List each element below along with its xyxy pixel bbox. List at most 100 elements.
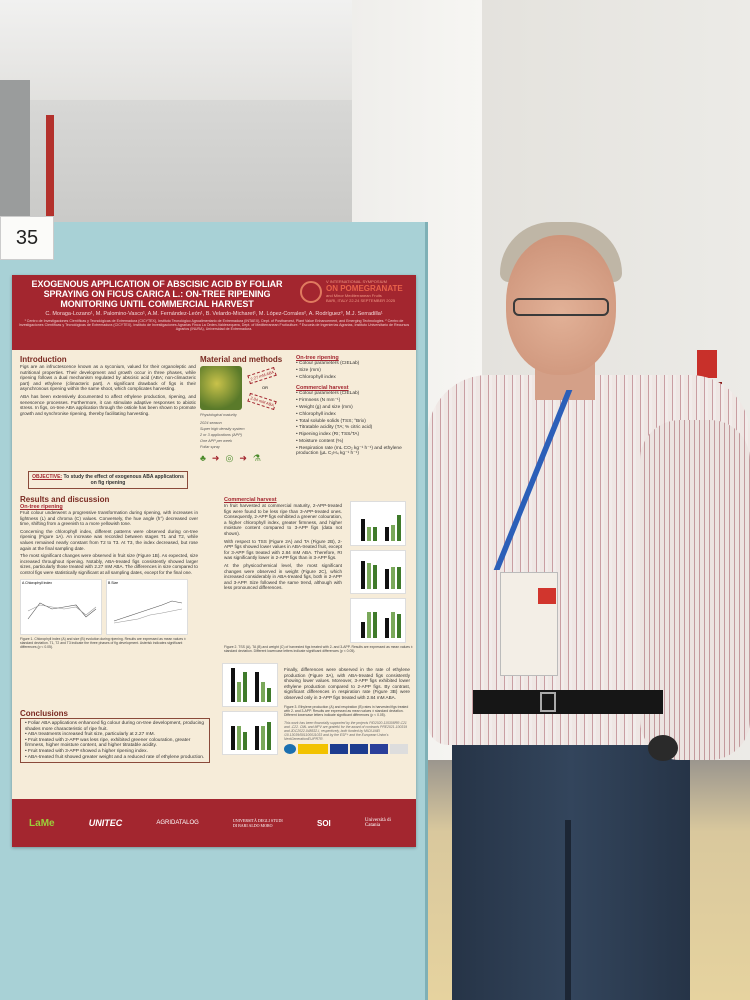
line-chart <box>27 602 97 619</box>
measure-item: Firmness (N mm⁻¹) <box>296 398 412 405</box>
method-detail: Foliar spray <box>200 445 220 449</box>
objective-box: OBJECTIVE: To study the effect of exogen… <box>28 471 188 489</box>
figure-2a-chart <box>350 501 406 546</box>
arrow-icon: ➜ <box>211 453 220 463</box>
poster-header-top-row: EXOGENOUS APPLICATION OF ABSCISIC ACID B… <box>16 279 412 309</box>
measure-item: Moisture content (%) <box>296 439 412 446</box>
watch-icon <box>648 735 678 761</box>
spray-icon: ◎ <box>225 453 234 463</box>
poster-number-tag: 35 <box>0 216 54 260</box>
conclusions-heading: Conclusions <box>20 709 69 718</box>
pomegranate-badge-icon <box>538 588 556 604</box>
results-paragraph: With respect to TSS (Figure 2A) and TA (… <box>224 538 342 561</box>
photo-caption: Physiological maturity <box>200 413 237 417</box>
objective-text: To study the effect of exogenous ABA app… <box>63 474 184 486</box>
results-heading: Results and discussion <box>20 495 110 504</box>
results-paragraph: In fruit harvested at commercial maturit… <box>224 503 342 536</box>
conclusion-item: Fruit treated with 3-APP showed a higher… <box>25 749 205 755</box>
agency-logo-icon <box>390 743 408 754</box>
belt-buckle <box>540 692 556 712</box>
dose-label: 2.84 mM ABA <box>247 392 278 411</box>
figure-3a-chart <box>222 663 278 707</box>
scientific-poster: EXOGENOUS APPLICATION OF ABSCISIC ACID B… <box>12 275 416 847</box>
figure-2c-chart <box>350 598 406 644</box>
figure-2b-chart <box>350 549 406 595</box>
results-paragraph: Fruit colour underwent a progressive tra… <box>20 510 198 527</box>
introduction-section: Introduction Figs are an infructescence … <box>20 355 196 416</box>
figure-1b-chart: B Size <box>106 578 188 635</box>
conf-line2: ON POMEGRANATE <box>326 284 403 293</box>
fig-photo <box>200 366 242 410</box>
conclusion-item: Foliar ABA applications enhanced fig col… <box>25 721 205 732</box>
methods-section: Material and methods 2.27 mM ABA OR 2.84… <box>200 355 295 464</box>
method-detail: Super high density system <box>200 427 245 431</box>
face <box>506 235 616 375</box>
unict-logo: Università di Catania <box>364 818 391 828</box>
logo-icon <box>284 743 296 754</box>
results-paragraph: The most significant changes were observ… <box>20 553 198 575</box>
poster-affiliations: ¹ Centro de Investigaciones Científicas … <box>18 318 410 332</box>
leg-gap <box>565 820 571 1000</box>
process-icons: ♣ ➜ ◎ ➜ ⚗ <box>200 453 295 464</box>
results-paragraph: At the physicochemical level, the most s… <box>224 562 342 591</box>
agridatalog-logo: AGRIDATALOG <box>156 820 199 826</box>
chart-label: A Chlorophyll index <box>22 580 52 585</box>
back-wall <box>0 100 360 230</box>
unitec-logo: UNITEC <box>88 818 123 828</box>
measure-item: Chlorophyll index <box>296 412 412 419</box>
soi-logo: SOI <box>317 818 331 828</box>
glasses-icon <box>513 298 609 316</box>
objective-label: OBJECTIVE: <box>32 474 63 480</box>
conclusion-item: ABA-treated fruit showed greater weight … <box>25 755 205 761</box>
conf-line4: BARI, ITALY 22-24 SEPTEMBER 2025 <box>326 298 396 303</box>
methods-heading: Material and methods <box>200 355 283 364</box>
figure-caption: Figure 1. Chlorophyll index (A) and size… <box>20 636 186 649</box>
funding-statement: This work has been financially supported… <box>284 720 408 741</box>
chart-label: B Size <box>108 580 119 585</box>
results-on-tree-heading: On-tree ripening <box>20 504 63 510</box>
measure-item: Colour parameters (CIELab) <box>296 391 412 398</box>
conclusion-item: Fruit treated with 2-APP was less ripe, … <box>25 738 205 749</box>
method-detail: One APP per week <box>200 439 233 443</box>
conference-info: V INTERNATIONAL SYMPOSIUM ON POMEGRANATE… <box>326 279 418 303</box>
results-paragraph: Finally, differences were observed in th… <box>284 667 410 700</box>
method-detail: 2 or 3 applications (APP) <box>200 433 242 437</box>
eu-flag-icon <box>330 743 348 754</box>
figure-caption: Figure 3. Ethylene production (A) and re… <box>284 704 409 717</box>
uniba-logo: UNIVERSITÀ DEGLI STUDI DI BARI ALDO MORO <box>232 818 283 828</box>
ethylene-results: Finally, differences were observed in th… <box>284 667 410 754</box>
poster-title: EXOGENOUS APPLICATION OF ABSCISIC ACID B… <box>31 279 283 309</box>
measure-item: Ripening index (RI; TSS/TA) <box>296 432 412 439</box>
conclusion-item: ABA treatments increased fruit size, par… <box>25 732 205 738</box>
spain-government-logo-icon <box>298 743 328 754</box>
poster-authors: C. Moraga-Lozano¹, M. Palomino-Vasco¹, A… <box>45 311 383 317</box>
conclusions-section: Conclusions Foliar ABA applications enha… <box>20 709 210 764</box>
results-commercial-heading: Commercial harvest <box>224 497 277 503</box>
eu-flag-icon <box>350 743 368 754</box>
pillar <box>0 80 30 230</box>
tree-icon: ♣ <box>200 453 206 463</box>
measurements-section: On-tree ripening Colour parameters (CIEL… <box>296 355 412 457</box>
conf-line3: and Minor Mediterranean Fruits <box>326 293 382 298</box>
measure-item: Size (mm) <box>296 368 412 375</box>
or-label: OR <box>262 385 268 390</box>
poster-footer-logos: LaMe UNITEC AGRIDATALOG UNIVERSITÀ DEGLI… <box>12 799 416 847</box>
intro-paragraph: ABA has been extensively documented to a… <box>20 393 196 416</box>
flask-icon: ⚗ <box>252 453 261 463</box>
conf-line1: V INTERNATIONAL SYMPOSIUM <box>326 279 387 284</box>
arrow-icon: ➜ <box>239 453 247 463</box>
measure-item: Chlorophyll index <box>296 375 412 382</box>
intro-paragraph: Figs are an infructescence known as a sy… <box>20 364 196 392</box>
measure-item: Colour parameters (CIELab) <box>296 361 412 368</box>
pomegranate-logo-icon <box>300 281 322 303</box>
measure-item: Respiration rate (mL CO₂ kg⁻¹ h⁻¹) and e… <box>296 446 412 457</box>
figure-3b-chart <box>222 711 278 755</box>
measure-item: Titratable acidity (TA; % citric acid) <box>296 425 412 432</box>
method-detail: 2024 season <box>200 421 222 425</box>
results-section: Results and discussion On-tree ripening … <box>20 495 198 649</box>
commercial-heading: Commercial harvest <box>296 385 349 392</box>
belt <box>473 690 663 714</box>
agency-logo-icon <box>370 743 388 754</box>
poster-header: EXOGENOUS APPLICATION OF ABSCISIC ACID B… <box>12 275 416 350</box>
fire-extinguisher-sign-icon <box>697 350 717 378</box>
